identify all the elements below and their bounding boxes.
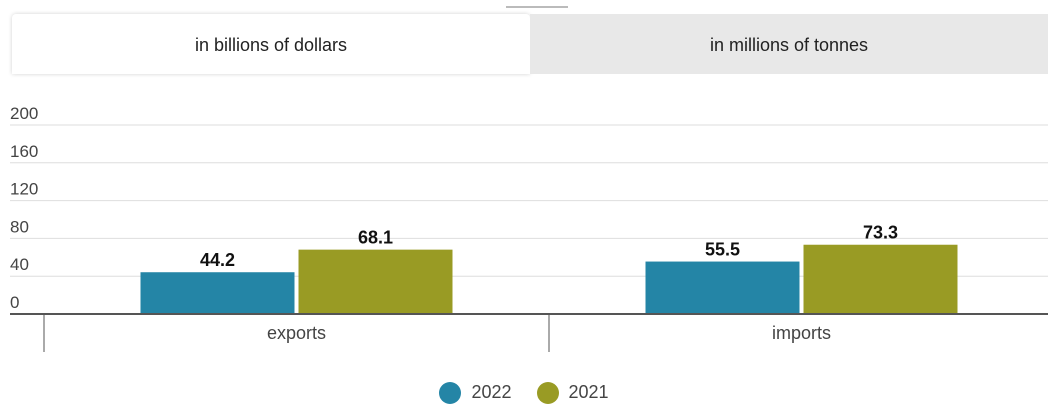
bar-2021-exports[interactable]: [298, 249, 453, 314]
y-tick-label: 200: [10, 104, 38, 123]
x-tick-label: imports: [772, 323, 831, 343]
bars: [140, 244, 958, 314]
bar-2022-exports[interactable]: [140, 272, 295, 314]
y-tick-labels: 0 40 80 120 160 200: [10, 104, 38, 312]
data-label: 68.1: [358, 228, 393, 248]
x-tick-labels: exports imports: [267, 323, 831, 343]
y-tick-label: 40: [10, 255, 29, 274]
bar-chart: 0 40 80 120 160 200 44.2 68.1 55.5 73.3 exports i…: [10, 104, 1048, 352]
legend-item-2021[interactable]: 2021: [536, 382, 609, 405]
y-tick-label: 120: [10, 180, 38, 199]
legend-label-2022: 2022: [471, 382, 512, 403]
data-label: 44.2: [200, 250, 235, 270]
x-axis: [10, 313, 1048, 352]
y-tick-label: 0: [10, 293, 19, 312]
data-label: 73.3: [863, 223, 898, 243]
unit-tabs: in billions of dollars in millions of to…: [12, 14, 1048, 74]
legend-dot-2022: [439, 382, 462, 405]
legend-item-2022[interactable]: 2022: [439, 382, 512, 405]
top-title-fragment: [506, 4, 568, 10]
x-tick-label: exports: [267, 323, 326, 343]
tab-millions-of-tonnes[interactable]: in millions of tonnes: [530, 14, 1048, 74]
y-tick-label: 160: [10, 142, 38, 161]
legend: 2022 2021: [0, 382, 1048, 405]
tab-billions-of-dollars[interactable]: in billions of dollars: [12, 14, 530, 74]
y-tick-label: 80: [10, 217, 29, 236]
data-label: 55.5: [705, 240, 740, 260]
legend-dot-2021: [536, 382, 559, 405]
bar-2021-imports[interactable]: [803, 244, 958, 314]
bar-2022-imports[interactable]: [645, 261, 800, 314]
data-labels: 44.2 68.1 55.5 73.3: [200, 223, 898, 270]
legend-label-2021: 2021: [568, 382, 609, 403]
